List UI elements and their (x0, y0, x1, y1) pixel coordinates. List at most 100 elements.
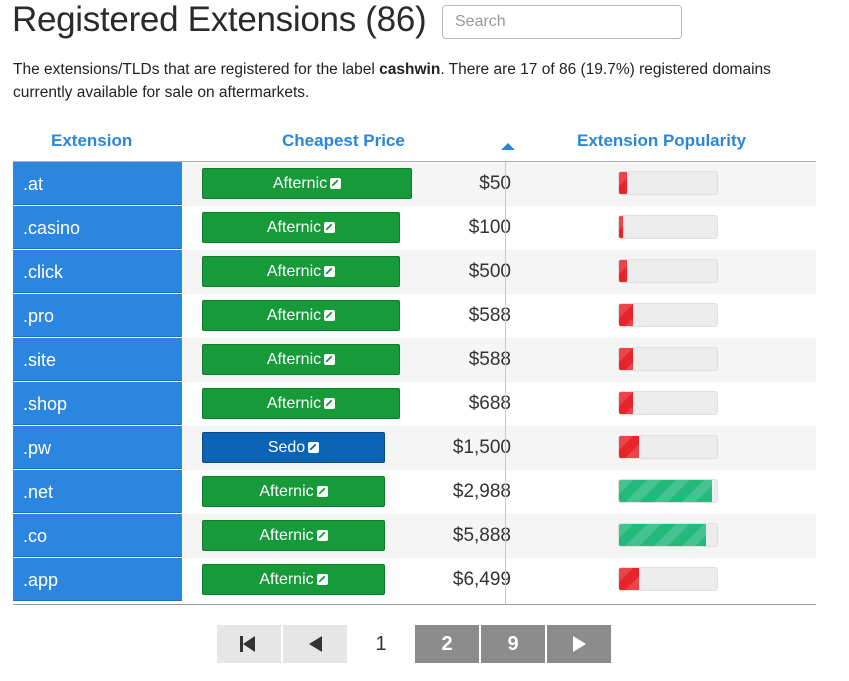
previous-page-button[interactable] (283, 625, 347, 663)
popularity-bar-fill (619, 480, 713, 502)
external-link-icon (330, 178, 342, 189)
price-cell: $6,499 (452, 569, 511, 590)
marketplace-button[interactable]: Afternic (202, 564, 385, 595)
table-row: .click Afternic $500 (13, 250, 816, 294)
column-header-extension[interactable]: Extension (51, 131, 133, 150)
marketplace-label: Afternic (272, 175, 328, 192)
extension-cell[interactable]: .net (13, 470, 182, 513)
marketplace-button[interactable]: Afternic (202, 520, 385, 551)
popularity-bar (618, 567, 718, 591)
page-title: Registered Extensions (86) (12, 0, 427, 39)
external-link-icon (316, 574, 328, 585)
table-header: Extension Cheapest Price Extension Popul… (13, 131, 816, 161)
marketplace-label: Afternic (266, 263, 322, 280)
marketplace-label: Afternic (259, 527, 314, 544)
extensions-table-body: .at Afternic $50 .casino Afternic $100 .click A… (13, 162, 816, 602)
price-cell: $100 (468, 217, 511, 238)
popularity-bar-fill (619, 524, 707, 546)
first-page-button[interactable] (217, 625, 281, 663)
popularity-bar (618, 479, 718, 503)
extension-cell[interactable]: .co (13, 514, 182, 557)
header-divider (13, 161, 816, 162)
extension-cell[interactable]: .click (13, 250, 182, 293)
table-row: .at Afternic $50 (13, 162, 816, 206)
external-link-icon (324, 398, 336, 409)
table-row: .pw Sedo $1,500 (13, 426, 816, 470)
extension-cell[interactable]: .at (13, 162, 182, 205)
description-before: The extensions/TLDs that are registered … (13, 61, 380, 78)
price-cell: $500 (468, 261, 511, 282)
popularity-bar-fill (619, 260, 627, 282)
marketplace-label: Afternic (266, 219, 322, 236)
column-header-popularity[interactable]: Extension Popularity (577, 131, 747, 150)
marketplace-button[interactable]: Afternic (202, 300, 400, 331)
column-divider (505, 162, 506, 604)
marketplace-button[interactable]: Afternic (202, 212, 400, 243)
popularity-bar-fill (619, 436, 639, 458)
external-link-icon (308, 442, 320, 453)
popularity-bar-fill (619, 568, 639, 590)
popularity-bar (618, 435, 718, 459)
column-header-price[interactable]: Cheapest Price (282, 131, 405, 150)
popularity-bar-fill (619, 172, 627, 194)
table-row: .pro Afternic $588 (13, 294, 816, 338)
price-cell: $588 (468, 349, 511, 370)
marketplace-label: Afternic (266, 395, 322, 412)
external-link-icon (316, 530, 328, 541)
extension-cell[interactable]: .pw (13, 426, 182, 469)
description-after: . There are 17 of 86 (19.7%) registered … (13, 61, 771, 101)
marketplace-button[interactable]: Afternic (202, 168, 412, 199)
price-cell: $1,500 (452, 437, 511, 458)
popularity-bar (618, 523, 718, 547)
external-link-icon (324, 310, 336, 321)
price-cell: $588 (468, 305, 511, 326)
price-cell: $50 (479, 173, 511, 194)
next-page-icon (572, 636, 586, 652)
marketplace-button[interactable]: Sedo (202, 432, 385, 463)
marketplace-label: Sedo (267, 439, 306, 456)
sort-ascending-icon[interactable] (501, 143, 515, 150)
popularity-bar (618, 391, 718, 415)
external-link-icon (324, 266, 336, 277)
marketplace-label: Afternic (266, 351, 322, 368)
popularity-bar (618, 171, 718, 195)
extension-cell[interactable]: .site (13, 338, 182, 381)
table-bottom-border (13, 604, 816, 605)
extension-cell[interactable]: .shop (13, 382, 182, 425)
price-cell: $5,888 (452, 525, 511, 546)
next-page-button[interactable] (547, 625, 611, 663)
marketplace-button[interactable]: Afternic (202, 388, 400, 419)
marketplace-button[interactable]: Afternic (202, 256, 400, 287)
popularity-bar (618, 259, 718, 283)
marketplace-label: Afternic (259, 571, 314, 588)
popularity-bar (618, 215, 718, 239)
popularity-bar (618, 303, 718, 327)
description-label: cashwin (379, 61, 441, 78)
search-input[interactable] (442, 5, 682, 39)
popularity-bar-fill (619, 392, 633, 414)
marketplace-label: Afternic (259, 483, 314, 500)
table-row: .co Afternic $5,888 (13, 514, 816, 558)
extension-cell[interactable]: .app (13, 558, 182, 601)
extension-cell[interactable]: .pro (13, 294, 182, 337)
page-2-button[interactable]: 2 (415, 625, 479, 663)
external-link-icon (324, 354, 336, 365)
current-page: 1 (349, 625, 413, 663)
popularity-bar (618, 347, 718, 371)
popularity-bar-fill (619, 216, 623, 238)
table-row: .app Afternic $6,499 (13, 558, 816, 602)
first-page-icon (240, 636, 258, 652)
extension-cell[interactable]: .casino (13, 206, 182, 249)
price-cell: $688 (468, 393, 511, 414)
page-9-button[interactable]: 9 (481, 625, 545, 663)
marketplace-button[interactable]: Afternic (202, 476, 385, 507)
popularity-bar-fill (619, 304, 633, 326)
table-row: .net Afternic $2,988 (13, 470, 816, 514)
price-cell: $2,988 (452, 481, 511, 502)
marketplace-label: Afternic (266, 307, 322, 324)
table-row: .shop Afternic $688 (13, 382, 816, 426)
table-row: .casino Afternic $100 (13, 206, 816, 250)
description: The extensions/TLDs that are registered … (13, 58, 813, 104)
marketplace-button[interactable]: Afternic (202, 344, 400, 375)
external-link-icon (324, 222, 336, 233)
